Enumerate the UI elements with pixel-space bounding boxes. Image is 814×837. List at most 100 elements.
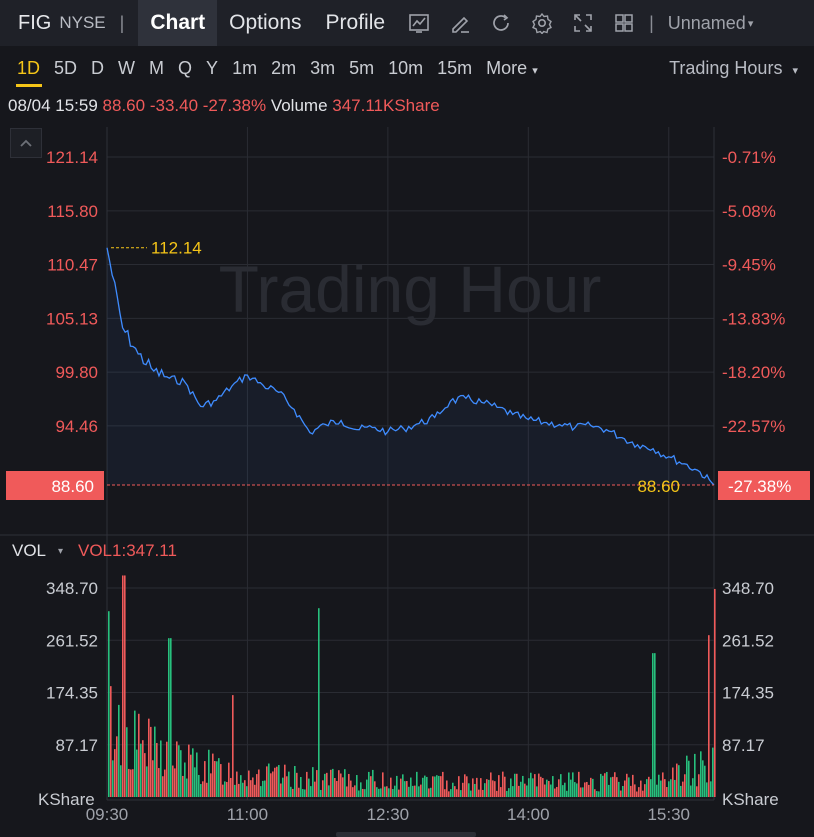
volume-bar <box>486 779 488 797</box>
period-1m[interactable]: 1m <box>232 57 258 78</box>
period-5m[interactable]: 5m <box>349 57 375 78</box>
volume-bar <box>308 778 310 797</box>
volume-bar <box>256 774 258 797</box>
volume-bar <box>288 771 290 797</box>
volume-bar <box>208 749 210 797</box>
volume-bar <box>390 777 392 797</box>
chevron-down-icon[interactable]: ▾ <box>58 546 64 557</box>
volume-bar <box>214 761 216 797</box>
refresh-icon[interactable] <box>490 12 512 34</box>
volume-bar <box>690 785 692 797</box>
quote-volume-label: Volume <box>270 96 328 115</box>
volume-bar <box>200 784 202 797</box>
volume-bar <box>610 777 612 797</box>
volume-bar <box>646 779 648 797</box>
volume-bar <box>478 789 480 797</box>
ticker-symbol[interactable]: FIG <box>18 11 52 34</box>
volume-bar <box>192 748 194 797</box>
tab-options[interactable]: Options <box>229 11 302 34</box>
volume-bar <box>488 779 490 797</box>
volume-bar <box>148 718 150 797</box>
volume-bar <box>666 787 668 797</box>
volume-bar <box>558 779 560 797</box>
volume-bar <box>312 767 314 797</box>
chevron-down-icon: ▾ <box>532 64 538 77</box>
volume-bar <box>156 743 158 797</box>
period-w[interactable]: W <box>118 57 136 78</box>
volume-bar <box>222 784 224 797</box>
volume-bar <box>576 783 578 797</box>
volume-bar <box>108 611 110 797</box>
more-label: More <box>486 57 528 78</box>
volume-bar <box>124 575 126 797</box>
volume-bar <box>234 784 236 797</box>
volume-bar <box>286 776 288 797</box>
volume-bar <box>212 753 214 797</box>
volume-bar <box>346 786 348 797</box>
current-price-left-label: 88.60 <box>51 477 94 496</box>
tab-chart[interactable]: Chart <box>138 0 218 46</box>
volume-bar <box>206 782 208 797</box>
volume-bar <box>528 778 530 797</box>
volume-bar <box>418 786 420 797</box>
period-2m[interactable]: 2m <box>271 57 297 78</box>
volume-bar <box>410 777 412 797</box>
volume-bar <box>408 786 410 797</box>
draw-icon[interactable] <box>449 12 471 34</box>
layout-grid-icon[interactable] <box>613 12 635 34</box>
volume-bar <box>290 786 292 797</box>
period-3m[interactable]: 3m <box>310 57 336 78</box>
fullscreen-icon[interactable] <box>572 12 594 34</box>
trading-hours-dropdown[interactable]: Trading Hours ▾ <box>669 58 798 79</box>
volume-bar <box>376 787 378 797</box>
volume-bar <box>688 760 690 797</box>
period-1d[interactable]: 1D <box>17 57 41 78</box>
volume-bar <box>330 769 332 797</box>
volume-bar <box>664 779 666 797</box>
volume-bar <box>512 786 514 797</box>
chevron-down-icon[interactable]: ▾ <box>747 17 754 30</box>
price-tick-label: 99.80 <box>55 363 98 382</box>
volume-tick-label-right: 87.17 <box>722 736 765 755</box>
period-q[interactable]: Q <box>178 57 193 78</box>
volume-bar <box>660 780 662 797</box>
chart-area[interactable]: Trading Hour 112.14 88.60 -27.38% 88.60 121… <box>0 120 814 837</box>
chart-scrollbar[interactable] <box>336 832 476 837</box>
quote-datetime: 08/04 15:59 <box>8 96 98 115</box>
volume-tick-label: 261.52 <box>46 631 98 650</box>
price-tick-label: 110.47 <box>47 256 98 275</box>
period-5d[interactable]: 5D <box>54 57 78 78</box>
volume-bar <box>548 780 550 797</box>
volume-bar <box>272 771 274 797</box>
period-m[interactable]: M <box>149 57 165 78</box>
period-15m[interactable]: 15m <box>437 57 473 78</box>
tab-profile[interactable]: Profile <box>325 11 386 34</box>
volume-bar <box>162 776 164 797</box>
volume-bar <box>142 740 144 797</box>
period-10m[interactable]: 10m <box>388 57 424 78</box>
period-y[interactable]: Y <box>206 57 219 78</box>
volume-bar <box>170 638 172 797</box>
collapse-panel-button[interactable] <box>10 128 42 158</box>
volume-bar <box>624 780 626 797</box>
volume-bar <box>514 773 516 797</box>
indicator-icon[interactable] <box>408 12 430 34</box>
volume-bar <box>350 780 352 797</box>
layout-name-dropdown[interactable]: Unnamed <box>667 12 746 33</box>
volume-bar <box>678 765 680 797</box>
settings-icon[interactable] <box>531 12 553 34</box>
volume-bar <box>480 778 482 797</box>
volume-bar <box>612 776 614 797</box>
volume-panel-label[interactable]: VOL <box>12 541 47 560</box>
volume-bar <box>338 770 340 797</box>
volume-bar <box>522 775 524 797</box>
period-d[interactable]: D <box>91 57 105 78</box>
volume-bar <box>448 791 450 797</box>
more-periods-button[interactable]: More ▾ <box>479 58 545 79</box>
volume-bar <box>398 789 400 797</box>
volume-bar <box>566 790 568 797</box>
volume-bar <box>586 781 588 797</box>
price-layer: 112.14 88.60 -27.38% 88.60 <box>6 239 810 500</box>
volume-bar <box>604 773 606 797</box>
volume-layer <box>108 575 716 797</box>
